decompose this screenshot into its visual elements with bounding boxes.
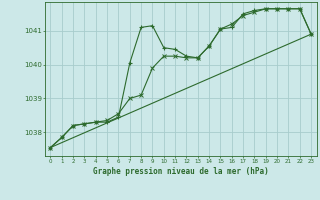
X-axis label: Graphe pression niveau de la mer (hPa): Graphe pression niveau de la mer (hPa) <box>93 167 269 176</box>
